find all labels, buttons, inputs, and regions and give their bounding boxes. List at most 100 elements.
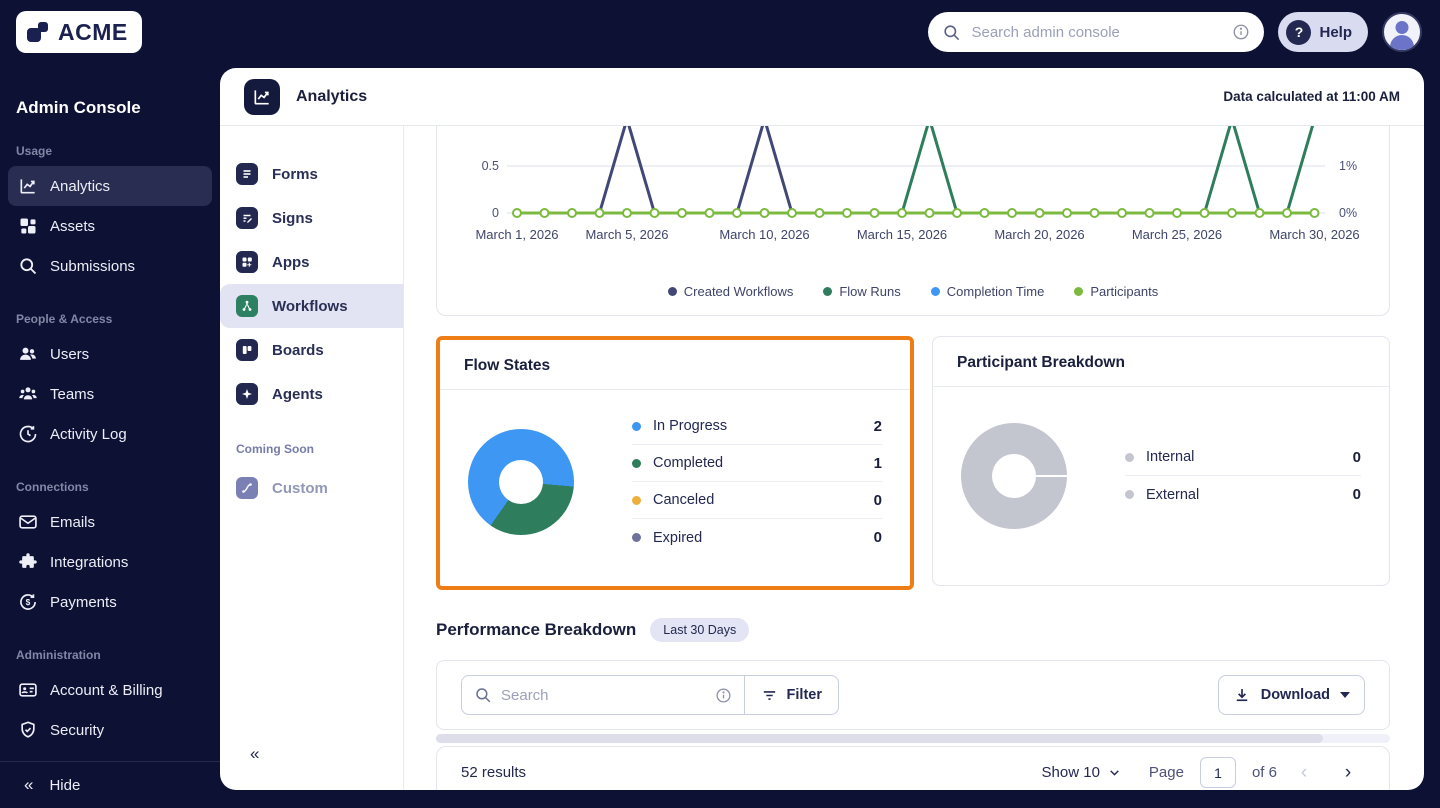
security-icon bbox=[18, 720, 38, 740]
page-of-label: of 6 bbox=[1252, 764, 1277, 781]
subnav-item-apps[interactable]: Apps bbox=[220, 240, 403, 284]
analytics-icon bbox=[18, 176, 38, 196]
subnav-item-boards[interactable]: Boards bbox=[220, 328, 403, 372]
line-chart: 0.501%0%March 1, 2026March 5, 2026March … bbox=[437, 126, 1389, 252]
results-count: 52 results bbox=[461, 764, 526, 781]
external-dot-icon bbox=[1125, 490, 1134, 499]
sidebar-item-emails[interactable]: Emails bbox=[8, 502, 212, 542]
download-icon bbox=[1233, 686, 1251, 704]
sidebar-item-assets[interactable]: Assets bbox=[8, 206, 212, 246]
signs-icon bbox=[236, 207, 258, 229]
internal-dot-icon bbox=[1125, 453, 1134, 462]
participant-breakdown-card: Participant Breakdown Internal0 External… bbox=[932, 336, 1390, 586]
list-item: Canceled0 bbox=[632, 482, 882, 519]
svg-text:0: 0 bbox=[492, 206, 499, 220]
scrollbar-thumb[interactable] bbox=[436, 734, 1323, 743]
performance-title: Performance Breakdown bbox=[436, 620, 636, 640]
list-item: Completed1 bbox=[632, 445, 882, 482]
flow-states-donut-chart bbox=[468, 429, 574, 535]
list-item: Internal0 bbox=[1125, 439, 1361, 476]
avatar[interactable] bbox=[1382, 12, 1422, 52]
participant-legend: Internal0 External0 bbox=[1125, 439, 1361, 513]
teams-icon bbox=[18, 384, 38, 404]
legend-completion-time: Completion Time bbox=[931, 284, 1045, 299]
panel-header: Analytics Data calculated at 11:00 AM bbox=[220, 68, 1424, 126]
admin-search-input[interactable] bbox=[971, 24, 1222, 41]
download-button[interactable]: Download bbox=[1218, 675, 1365, 715]
participant-donut-chart bbox=[961, 423, 1067, 529]
subnav-item-agents[interactable]: Agents bbox=[220, 372, 403, 416]
sidebar-item-security[interactable]: Security bbox=[8, 710, 212, 750]
subnav-collapse-button[interactable]: « bbox=[250, 744, 259, 764]
canceled-dot-icon bbox=[632, 496, 641, 505]
sidebar: Admin Console Usage Analytics Assets Sub… bbox=[0, 64, 220, 808]
participants-dot-icon bbox=[1074, 287, 1083, 296]
chevron-down-icon bbox=[1340, 692, 1350, 698]
sidebar-item-users[interactable]: Users bbox=[8, 334, 212, 374]
filter-button[interactable]: Filter bbox=[744, 676, 838, 714]
content-area: 0.501%0%March 1, 2026March 5, 2026March … bbox=[404, 126, 1424, 790]
acme-logo[interactable]: ACME bbox=[16, 11, 142, 53]
horizontal-scrollbar[interactable] bbox=[436, 734, 1390, 743]
sidebar-title: Admin Console bbox=[0, 64, 220, 118]
subnav-item-custom[interactable]: Custom bbox=[220, 466, 403, 510]
account-billing-icon bbox=[18, 680, 38, 700]
last-30-days-badge: Last 30 Days bbox=[650, 618, 749, 642]
forms-icon bbox=[236, 163, 258, 185]
sidebar-item-submissions[interactable]: Submissions bbox=[8, 246, 212, 286]
agents-icon bbox=[236, 383, 258, 405]
sidebar-hide-button[interactable]: « Hide bbox=[0, 761, 220, 808]
previous-page-button[interactable]: ‹ bbox=[1287, 756, 1321, 790]
help-button[interactable]: ? Help bbox=[1278, 12, 1368, 52]
section-label-administration: Administration bbox=[0, 622, 220, 670]
performance-heading: Performance Breakdown Last 30 Days bbox=[436, 618, 1390, 642]
analytics-tile-icon bbox=[244, 79, 280, 115]
acme-logo-icon bbox=[26, 19, 52, 45]
info-icon[interactable] bbox=[1232, 23, 1250, 41]
search-icon bbox=[942, 23, 961, 42]
participant-breakdown-title: Participant Breakdown bbox=[933, 337, 1389, 387]
show-per-page-select[interactable]: Show 10 bbox=[1042, 764, 1121, 781]
svg-text:March 5, 2026: March 5, 2026 bbox=[585, 227, 668, 242]
table-search-group: Filter bbox=[461, 675, 839, 715]
list-item: In Progress2 bbox=[632, 408, 882, 445]
workflows-icon bbox=[236, 295, 258, 317]
list-item: Expired0 bbox=[632, 519, 882, 556]
flow-states-legend: In Progress2 Completed1 Canceled0 Expire… bbox=[632, 408, 882, 556]
next-page-button[interactable]: › bbox=[1331, 756, 1365, 790]
subnav: Forms Signs Apps Workflows Boards Agents bbox=[220, 126, 404, 790]
info-icon[interactable] bbox=[715, 687, 732, 704]
svg-text:March 10, 2026: March 10, 2026 bbox=[719, 227, 809, 242]
subnav-item-forms[interactable]: Forms bbox=[220, 152, 403, 196]
flow-states-card: Flow States In Progress2 Completed1 Canc… bbox=[436, 336, 914, 590]
sidebar-item-account-billing[interactable]: Account & Billing bbox=[8, 670, 212, 710]
legend-flow-runs: Flow Runs bbox=[823, 284, 900, 299]
list-item: External0 bbox=[1125, 476, 1361, 513]
custom-icon bbox=[236, 477, 258, 499]
legend-created-workflows: Created Workflows bbox=[668, 284, 794, 299]
page-title: Analytics bbox=[296, 88, 367, 106]
completion-time-dot-icon bbox=[931, 287, 940, 296]
sidebar-item-analytics[interactable]: Analytics bbox=[8, 166, 212, 206]
page-number-input[interactable] bbox=[1200, 757, 1236, 788]
table-toolbar: Filter Download bbox=[436, 660, 1390, 730]
sidebar-item-payments[interactable]: $ Payments bbox=[8, 582, 212, 622]
page-label: Page bbox=[1149, 764, 1184, 781]
submissions-icon bbox=[18, 256, 38, 276]
data-calculated-note: Data calculated at 11:00 AM bbox=[1223, 89, 1400, 104]
boards-icon bbox=[236, 339, 258, 361]
svg-text:0.5: 0.5 bbox=[482, 159, 499, 173]
apps-icon bbox=[236, 251, 258, 273]
subnav-item-workflows[interactable]: Workflows bbox=[220, 284, 403, 328]
expired-dot-icon bbox=[632, 533, 641, 542]
subnav-item-signs[interactable]: Signs bbox=[220, 196, 403, 240]
table-search-input[interactable] bbox=[501, 687, 706, 704]
search-icon bbox=[474, 686, 492, 704]
sidebar-item-activity-log[interactable]: Activity Log bbox=[8, 414, 212, 454]
workflow-trend-chart-card: 0.501%0%March 1, 2026March 5, 2026March … bbox=[436, 126, 1390, 316]
svg-text:March 20, 2026: March 20, 2026 bbox=[994, 227, 1084, 242]
admin-search bbox=[928, 12, 1264, 52]
sidebar-item-teams[interactable]: Teams bbox=[8, 374, 212, 414]
sidebar-item-integrations[interactable]: Integrations bbox=[8, 542, 212, 582]
acme-logo-text: ACME bbox=[58, 19, 128, 46]
